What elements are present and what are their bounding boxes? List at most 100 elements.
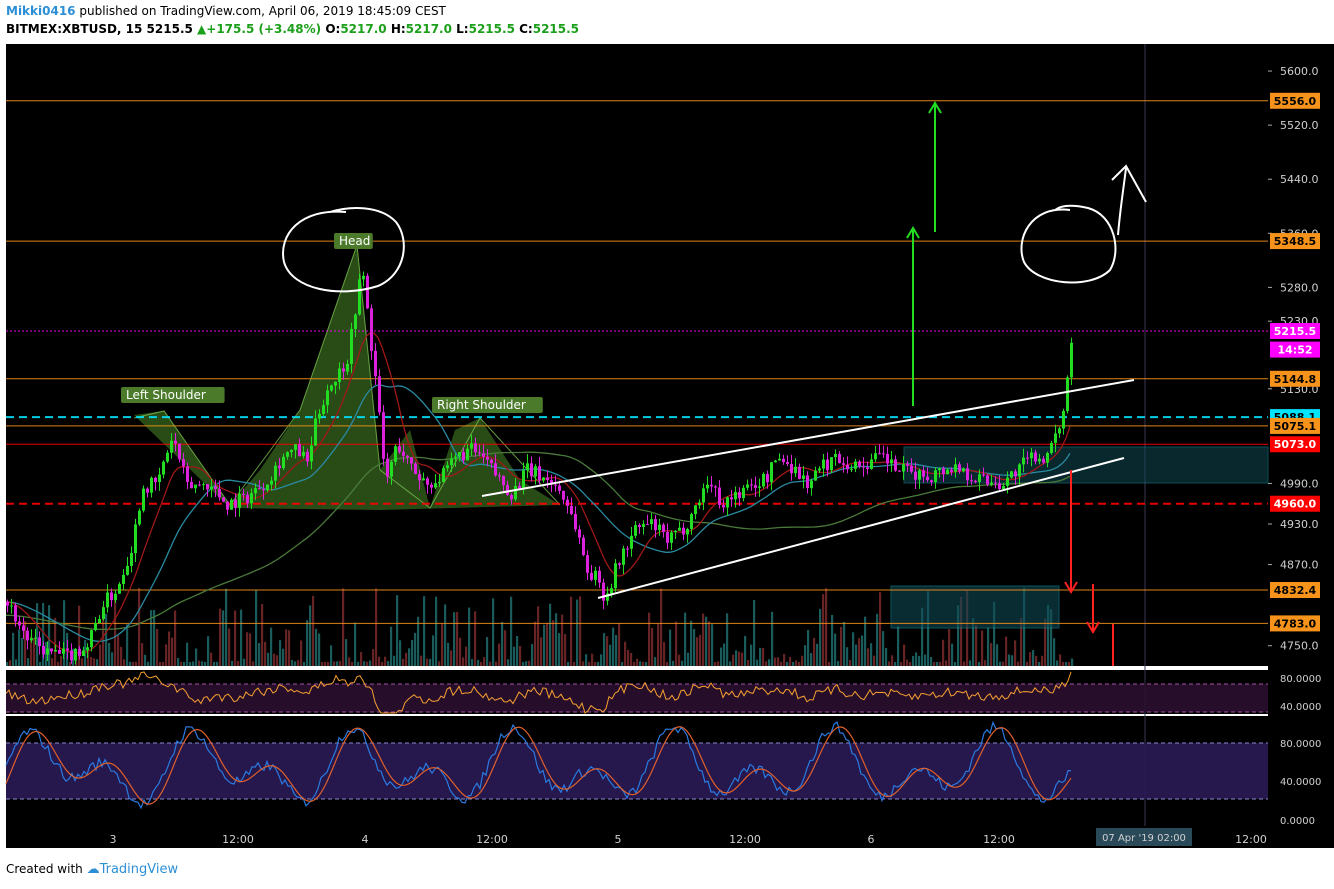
volume-bar: [117, 635, 120, 666]
volume-bar: [183, 662, 186, 666]
candle-body: [298, 444, 301, 457]
volume-bar: [351, 661, 354, 666]
volume-bar: [120, 646, 123, 666]
volume-bar: [504, 630, 507, 666]
open-value: 5217.0: [340, 22, 387, 36]
volume-bar: [636, 658, 639, 666]
tradingview-brand[interactable]: TradingView: [99, 862, 179, 877]
level-tag-label: 14:52: [1277, 344, 1312, 357]
volume-bar: [288, 630, 291, 666]
candle-body: [506, 485, 509, 495]
volume-bar: [765, 661, 768, 666]
volume-bar: [1020, 617, 1023, 666]
volume-bar: [42, 602, 45, 666]
volume-bar: [540, 637, 543, 666]
candle-body: [246, 494, 249, 504]
volume-bar: [489, 661, 492, 666]
candle-body: [894, 459, 897, 471]
volume-bar: [480, 662, 483, 666]
volume-bar: [897, 626, 900, 666]
candle-body: [86, 647, 89, 651]
volume-bar: [984, 660, 987, 666]
volume-bar: [555, 613, 558, 666]
right-shoulder-label: Right Shoulder: [437, 398, 526, 412]
price-tick-label: 4990.0: [1280, 477, 1319, 490]
candle-body: [918, 470, 921, 480]
volume-bar: [369, 660, 372, 666]
volume-bar: [90, 656, 93, 666]
price-axis[interactable]: [1268, 44, 1334, 826]
candle-body: [822, 459, 825, 469]
candle-body: [366, 275, 369, 309]
tradingview-logo-icon[interactable]: ☁: [86, 862, 100, 877]
candle-body: [58, 649, 61, 654]
level-tag-label: 5075.1: [1274, 420, 1316, 433]
volume-bar: [267, 652, 270, 666]
author-name[interactable]: Mikki0416: [6, 4, 76, 18]
candle-body: [802, 475, 805, 479]
candle-body: [926, 476, 929, 481]
volume-bar: [711, 624, 714, 666]
volume-bar: [195, 648, 198, 666]
volume-bar: [399, 640, 402, 666]
candle-body: [286, 452, 289, 457]
volume-bar: [876, 613, 879, 666]
volume-bar: [1068, 661, 1071, 666]
candle-body: [726, 497, 729, 508]
main-pane[interactable]: [6, 44, 1268, 666]
volume-bar: [573, 661, 576, 666]
candle-body: [102, 607, 105, 619]
rsi-band: [6, 684, 1268, 712]
candle-body: [678, 527, 681, 531]
candle-body: [450, 458, 453, 466]
candle-body: [782, 458, 785, 463]
candle-body: [610, 588, 613, 594]
candle-body: [282, 456, 285, 469]
candle-body: [614, 563, 617, 589]
candle-body: [702, 488, 705, 503]
volume-bar: [270, 627, 273, 666]
volume-bar: [846, 647, 849, 666]
level-tag: [1270, 582, 1320, 599]
candle-body: [78, 648, 81, 657]
symbol[interactable]: BITMEX:XBTUSD, 15: [6, 22, 143, 36]
volume-bar: [645, 662, 648, 666]
volume-bar: [162, 661, 165, 666]
candle-body: [1042, 458, 1045, 463]
volume-bar: [126, 624, 129, 666]
volume-bar: [825, 588, 828, 666]
volume-bar: [24, 621, 27, 666]
candle-body: [842, 463, 845, 465]
volume-bar: [930, 657, 933, 666]
candle-body: [874, 453, 877, 460]
time-axis[interactable]: [6, 826, 1334, 848]
candle-body: [530, 463, 533, 477]
candle-body: [814, 470, 817, 481]
volume-bar: [957, 605, 960, 666]
volume-bar: [996, 644, 999, 666]
volume-bar: [972, 618, 975, 666]
volume-bar: [807, 629, 810, 666]
level-tag: [1270, 233, 1320, 250]
candle-body: [602, 582, 605, 601]
candle-body: [854, 461, 857, 469]
volume-bar: [303, 661, 306, 666]
drawn-up-arrow: [1111, 164, 1147, 236]
volume-bar: [684, 612, 687, 666]
level-tag-label: 5144.8: [1274, 373, 1316, 386]
volume-bar: [483, 657, 486, 666]
level-tag-label: 4832.4: [1274, 584, 1317, 597]
candle-body: [910, 465, 913, 472]
candle-body: [146, 488, 149, 493]
candle-body: [10, 605, 13, 607]
candle-body: [526, 463, 529, 471]
volume-bar: [261, 603, 264, 666]
volume-bar: [291, 659, 294, 666]
stoch-tick-label: 40.0000: [1280, 777, 1321, 788]
candle-body: [418, 474, 421, 481]
volume-bar: [468, 607, 471, 666]
volume-bar: [168, 631, 171, 666]
volume-bar: [819, 608, 822, 666]
candle-body: [870, 459, 873, 469]
candle-body: [650, 519, 653, 525]
